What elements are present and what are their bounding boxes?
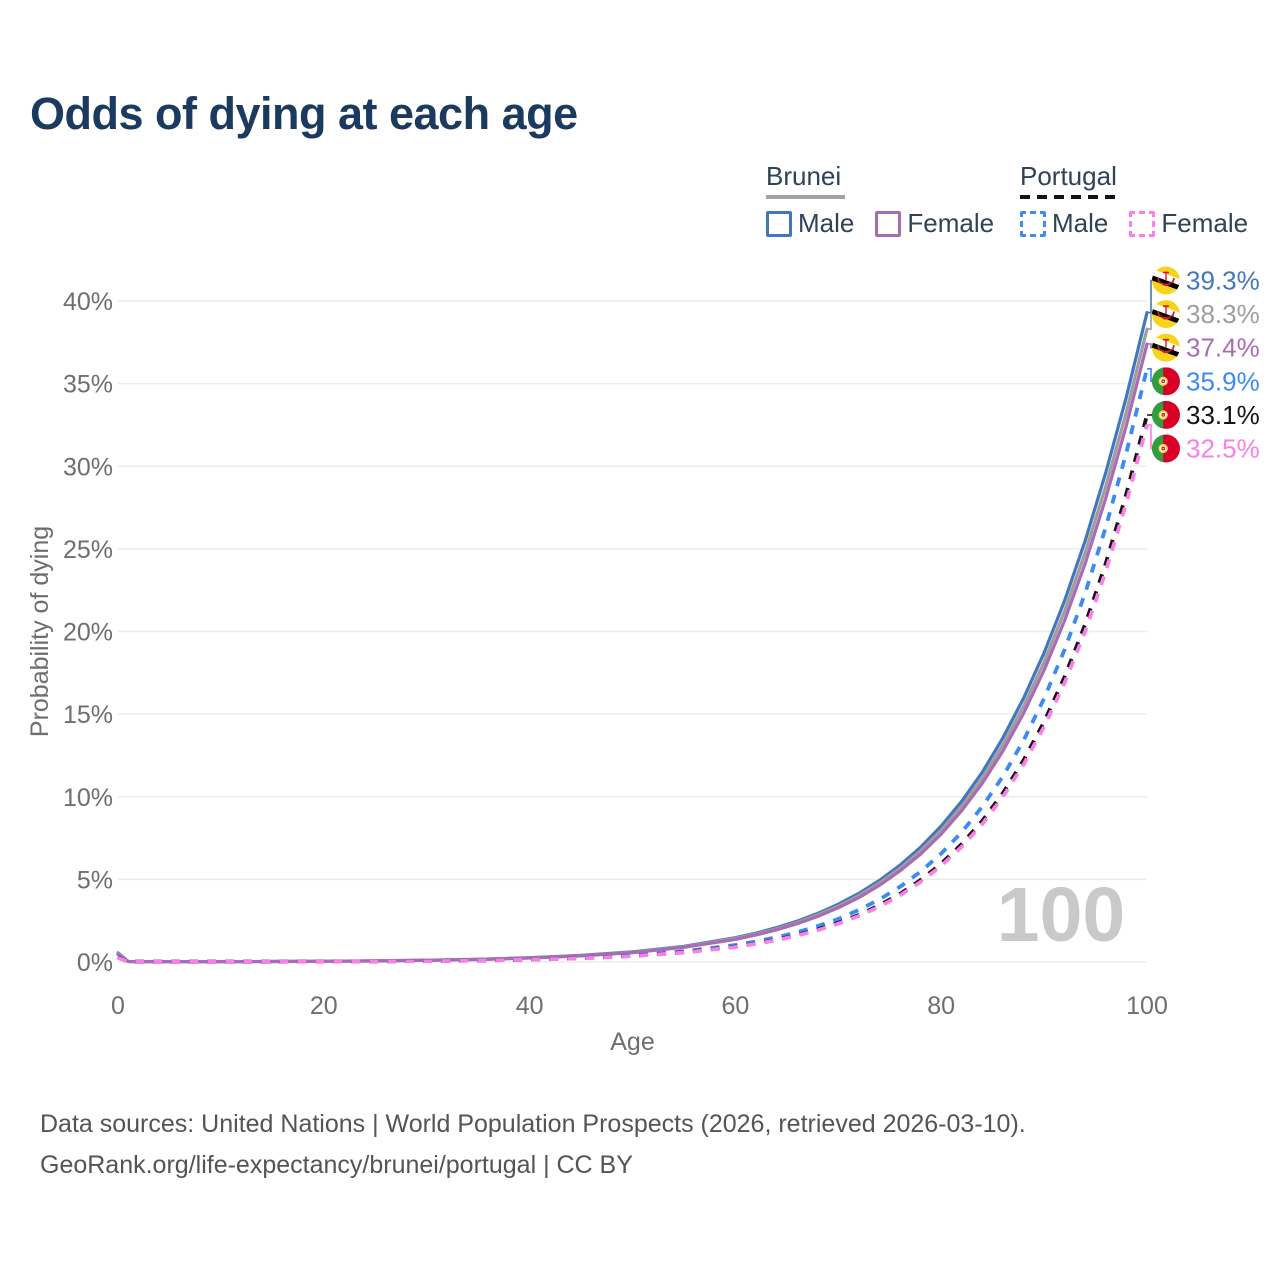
series-line-portugal-male xyxy=(117,368,1149,964)
y-tick-label: 0% xyxy=(77,949,113,977)
legend-label: Male xyxy=(798,208,855,238)
series-line-brunei-total xyxy=(116,327,1149,964)
legend-label: Female xyxy=(1161,208,1249,238)
end-value-label: 38.3% xyxy=(1186,299,1260,329)
legend-item-portugal-male[interactable]: Male xyxy=(1020,208,1108,239)
label-connector xyxy=(1147,313,1153,330)
page-title: Odds of dying at each age xyxy=(30,88,578,139)
end-value-label: 39.3% xyxy=(1186,266,1260,296)
brunei-flag-icon xyxy=(1147,267,1186,295)
end-value-label: 33.1% xyxy=(1186,400,1260,430)
end-value-label: 37.4% xyxy=(1186,333,1260,363)
x-axis-title: Age xyxy=(610,1028,654,1056)
portugal-flag-icon xyxy=(1152,367,1180,395)
brunei-series-swatch-line xyxy=(766,195,845,199)
end-value-label: 35.9% xyxy=(1186,366,1260,396)
watermark-age: 100 xyxy=(997,872,1125,958)
y-tick-label: 35% xyxy=(63,371,113,399)
y-tick-label: 10% xyxy=(63,784,113,812)
x-tick-label: 100 xyxy=(1126,992,1168,1020)
y-tick-label: 20% xyxy=(63,619,113,647)
legend-item-brunei-female[interactable]: Female xyxy=(875,208,994,239)
legend-header-portugal: Portugal xyxy=(1020,161,1117,191)
legend-group-brunei: Brunei Male Female xyxy=(766,161,1015,239)
series-line-brunei-male xyxy=(116,311,1149,964)
label-connector xyxy=(1147,368,1153,383)
series-line-portugal-female xyxy=(117,424,1149,964)
portugal-male-swatch xyxy=(1020,210,1046,237)
x-tick-label: 0 xyxy=(111,992,125,1020)
x-tick-label: 80 xyxy=(927,992,955,1020)
y-tick-label: 40% xyxy=(63,288,113,316)
x-tick-label: 40 xyxy=(516,992,544,1020)
portugal-flag-icon xyxy=(1152,435,1180,463)
series-line-brunei-female xyxy=(116,342,1149,964)
portugal-flag-icon xyxy=(1152,401,1180,429)
data-sources-line2: GeoRank.org/life-expectancy/brunei/portu… xyxy=(40,1151,633,1179)
x-tick-label: 60 xyxy=(721,992,749,1020)
data-sources: Data sources: United Nations | World Pop… xyxy=(40,1104,1026,1186)
brunei-flag-icon xyxy=(1147,334,1186,362)
legend-label: Female xyxy=(907,208,995,238)
brunei-flag-icon xyxy=(1147,300,1186,328)
y-axis-title: Probability of dying xyxy=(26,526,54,737)
legend-group-portugal: Portugal Male Female xyxy=(1020,161,1269,239)
y-tick-label: 30% xyxy=(63,453,113,481)
x-tick-label: 20 xyxy=(310,992,338,1020)
plot-area: 0% 5% 10% 15% 20% 25% 30% 35% 40% 0 20 40 60 80 100 Pro… xyxy=(26,266,1260,1057)
y-tick-label: 5% xyxy=(77,866,113,894)
legend-item-brunei-male[interactable]: Male xyxy=(766,208,854,239)
portugal-female-swatch xyxy=(1129,210,1156,237)
legend-label: Male xyxy=(1052,208,1109,238)
y-tick-label: 15% xyxy=(63,701,113,729)
legend-header-brunei: Brunei xyxy=(766,161,842,191)
data-sources-line1: Data sources: United Nations | World Pop… xyxy=(40,1110,1026,1138)
portugal-series-swatch-line xyxy=(1020,195,1120,199)
brunei-female-swatch xyxy=(875,210,902,237)
y-tick-label: 25% xyxy=(63,536,113,564)
label-connector xyxy=(1147,279,1153,314)
end-value-label: 32.5% xyxy=(1186,434,1260,464)
legend-item-portugal-female[interactable]: Female xyxy=(1129,208,1248,239)
brunei-male-swatch xyxy=(766,210,792,237)
